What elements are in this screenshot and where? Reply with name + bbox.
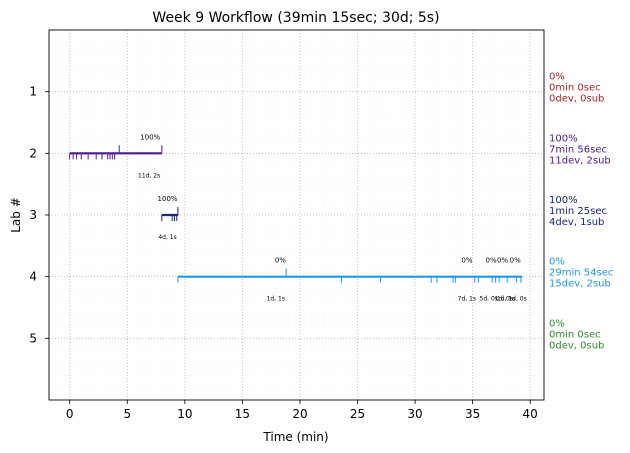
lab-1-summary-line: 0% bbox=[549, 72, 565, 83]
x-tick-label: 0 bbox=[66, 407, 74, 421]
lab-3-summary-line: 1min 25sec bbox=[549, 206, 607, 217]
annotation-label: 0% bbox=[510, 257, 521, 265]
annotation-label: 0% bbox=[461, 257, 472, 265]
x-tick-label: 35 bbox=[465, 407, 480, 421]
annotation-label: 100% bbox=[158, 195, 178, 203]
lab-5-summary-line: 0dev, 0sub bbox=[549, 340, 604, 351]
lab-1-summary-line: 0dev, 0sub bbox=[549, 94, 604, 105]
y-ticks: 1 2 3 4 5 bbox=[29, 85, 49, 345]
y-axis-label: Lab # bbox=[9, 197, 23, 233]
y-tick-label: 4 bbox=[29, 270, 37, 284]
annotation-label: 5d, 0s bbox=[480, 296, 498, 303]
lab-4-summary-line: 0% bbox=[549, 257, 565, 268]
lab-3-summary-line: 4dev, 1sub bbox=[549, 217, 604, 228]
x-tick-label: 5 bbox=[123, 407, 131, 421]
annotation-label: 0% bbox=[497, 257, 508, 265]
lab-4-summary-line: 15dev, 2sub bbox=[549, 279, 611, 290]
x-axis-label: Time (min) bbox=[262, 430, 328, 444]
marks: 100% 11d, 2s 100% 4d, 1s 0% 1d, 1s 0% 7d, 1s 0% 5… bbox=[69, 133, 527, 303]
lab-4-summary-line: 29min 54sec bbox=[549, 268, 613, 279]
annotation-label: 4d, 1s bbox=[158, 234, 176, 241]
x-tick-label: 20 bbox=[292, 407, 307, 421]
y-tick-label: 1 bbox=[29, 85, 37, 99]
lab-3-summary-line: 100% bbox=[549, 195, 578, 206]
y-tick-label: 2 bbox=[29, 146, 37, 160]
annotation-label: 0% bbox=[275, 257, 286, 265]
annotation-label: 1d, 0s bbox=[495, 296, 513, 303]
x-ticks: 0 5 10 15 20 25 30 35 40 bbox=[66, 400, 538, 421]
annotation-label: 11d, 2s bbox=[138, 172, 160, 179]
annotation-label: 1d, 1s bbox=[267, 296, 285, 303]
x-tick-label: 15 bbox=[235, 407, 250, 421]
x-tick-label: 30 bbox=[407, 407, 422, 421]
lab-5-summary-line: 0% bbox=[549, 318, 565, 329]
lab-2-summary-line: 7min 56sec bbox=[549, 144, 607, 155]
annotation-label: 1d, 1s bbox=[497, 296, 515, 303]
lab-5-summary-line: 0min 0sec bbox=[549, 329, 601, 340]
lab-2-summary-line: 100% bbox=[549, 133, 578, 144]
x-tick-label: 40 bbox=[523, 407, 538, 421]
y-tick-label: 5 bbox=[29, 331, 37, 345]
annotation-label: 7d, 1s bbox=[458, 296, 476, 303]
x-tick-label: 25 bbox=[350, 407, 365, 421]
annotation-label: 1d, 0s bbox=[508, 296, 526, 303]
annotation-label: 0% bbox=[485, 257, 496, 265]
lab-2-summary-line: 11dev, 2sub bbox=[549, 155, 611, 166]
lab-1-summary-line: 0min 0sec bbox=[549, 83, 601, 94]
annotation-label: 100% bbox=[140, 133, 160, 141]
chart-title: Week 9 Workflow (39min 15sec; 30d; 5s) bbox=[152, 10, 439, 26]
grid bbox=[49, 30, 544, 400]
y-tick-label: 3 bbox=[29, 208, 37, 222]
x-tick-label: 10 bbox=[177, 407, 192, 421]
